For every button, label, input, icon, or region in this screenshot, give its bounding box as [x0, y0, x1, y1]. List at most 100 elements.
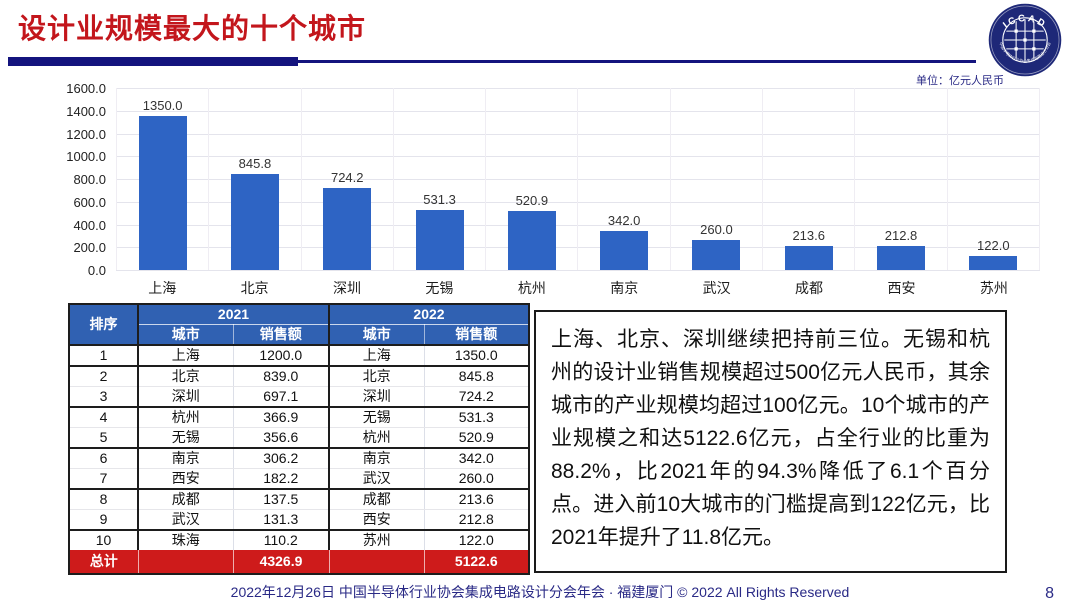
table-row: 3 深圳 697.1 深圳 724.2 [69, 386, 529, 408]
table-row: 7 西安 182.2 武汉 260.0 [69, 468, 529, 490]
y-axis: 1600.0 1400.0 1200.0 1000.0 800.0 600.0 400.0 2… [56, 81, 110, 278]
bar-column: 724.2 [302, 88, 394, 270]
x-axis-label: 深圳 [333, 280, 362, 296]
table-cell-city1: 武汉 [138, 509, 234, 531]
bar [507, 210, 556, 270]
bar [969, 256, 1018, 270]
x-axis-label: 苏州 [979, 280, 1008, 296]
y-tick-label: 200.0 [73, 240, 106, 256]
table-row: 1 上海 1200.0 上海 1350.0 [69, 345, 529, 367]
table-cell-city2: 上海 [329, 345, 425, 367]
title-underline-thick [8, 57, 298, 66]
table-row: 4 杭州 366.9 无锡 531.3 [69, 407, 529, 428]
bars-row: 1350.0 845.8 724.2 531.3 520.9 342.0 260.0 213.… [116, 88, 1040, 270]
x-axis-label: 南京 [610, 280, 639, 296]
bar-column: 212.8 [855, 88, 948, 270]
table-cell-sales2: 342.0 [424, 448, 529, 469]
bar-value-label: 520.9 [515, 192, 549, 208]
bar-value-label: 724.2 [330, 169, 364, 185]
table-cell-sales2: 213.6 [424, 489, 529, 510]
table-cell-city2: 苏州 [329, 530, 425, 550]
total-label: 总计 [69, 550, 139, 574]
table-cell-sales1: 137.5 [233, 489, 330, 510]
table-cell-rank: 3 [69, 386, 139, 408]
y-tick-label: 1600.0 [66, 81, 106, 96]
table-cell-city2: 杭州 [329, 427, 425, 449]
table-cell-sales2: 845.8 [424, 366, 529, 387]
table-cell-city2: 无锡 [329, 407, 425, 428]
bar-value-label: 212.8 [884, 227, 918, 243]
table-cell-sales1: 366.9 [233, 407, 330, 428]
table-row: 10 珠海 110.2 苏州 122.0 [69, 530, 529, 550]
bar-column: 1350.0 [116, 88, 210, 270]
table-cell-city2: 西安 [329, 509, 425, 531]
bar-chart: 1600.0 1400.0 1200.0 1000.0 800.0 600.0 400.0 2… [56, 81, 1040, 303]
bar [323, 187, 372, 270]
table-cell-rank: 2 [69, 366, 139, 387]
table-cell-city1: 北京 [138, 366, 234, 387]
x-axis-label: 武汉 [702, 280, 731, 296]
header-city-2022: 城市 [329, 324, 425, 346]
table-row: 8 成都 137.5 成都 213.6 [69, 489, 529, 510]
y-tick-label: 1200.0 [66, 126, 106, 142]
table-cell-sales2: 212.8 [424, 509, 529, 531]
table-row: 5 无锡 356.6 杭州 520.9 [69, 427, 529, 449]
table-cell-city1: 珠海 [138, 530, 234, 550]
table-cell-city2: 深圳 [329, 386, 425, 408]
y-tick-label: 0.0 [87, 263, 106, 278]
x-axis-label: 上海 [148, 280, 177, 296]
y-tick-label: 800.0 [73, 172, 106, 187]
gridline [116, 270, 1040, 271]
y-tick-label: 600.0 [73, 194, 106, 210]
header-year-2022: 2022 [329, 304, 529, 325]
bar-value-label: 260.0 [700, 222, 733, 238]
table-cell-rank: 9 [69, 509, 139, 531]
table-cell-rank: 7 [69, 468, 139, 490]
bar-column: 213.6 [763, 88, 856, 270]
total-empty-1 [138, 550, 234, 574]
table-cell-sales1: 306.2 [233, 448, 330, 469]
x-axis-label: 北京 [240, 280, 269, 296]
table-cell-city2: 南京 [329, 448, 425, 469]
bar-column: 342.0 [578, 88, 671, 270]
bar-column: 531.3 [394, 88, 487, 270]
table-cell-sales2: 531.3 [424, 407, 529, 428]
table-cell-rank: 5 [69, 427, 139, 449]
iccad-logo-icon: ICCAD 中国半导体行业协会集成电路设计分会 [988, 3, 1062, 77]
bar [415, 209, 464, 270]
total-row: 总计 4326.9 5122.6 [69, 550, 529, 574]
city-ranking-table: 排序 2021 2022 城市 销售额 城市 销售额 1 上海 1200.0 上海 13… [68, 303, 530, 575]
table-cell-city2: 武汉 [329, 468, 425, 490]
table-footer: 总计 4326.9 5122.6 [69, 550, 529, 574]
table-cell-sales2: 1350.0 [424, 345, 529, 367]
table-cell-city1: 成都 [138, 489, 234, 510]
bar-value-label: 845.8 [238, 155, 272, 171]
table-cell-sales1: 697.1 [233, 386, 330, 408]
total-empty-2 [329, 550, 425, 574]
table-cell-sales2: 122.0 [458, 532, 494, 548]
x-axis-label: 西安 [887, 280, 916, 296]
page-title: 设计业规模最大的十个城市 [18, 13, 367, 44]
table-cell-sales1: 356.6 [233, 427, 330, 449]
table-cell-city1: 深圳 [138, 386, 234, 408]
bar-column: 520.9 [486, 88, 579, 270]
table-header: 排序 2021 2022 城市 销售额 城市 销售额 [69, 304, 529, 346]
table-row: 6 南京 306.2 南京 342.0 [69, 448, 529, 469]
header-sales-2021: 销售额 [233, 324, 330, 346]
y-tick-label: 1000.0 [66, 149, 106, 165]
table-body: 1 上海 1200.0 上海 1350.0 2 北京 839.0 北京 845.8 3 深圳 697.1… [69, 345, 529, 550]
bar [230, 173, 279, 270]
y-tick-label: 400.0 [73, 217, 106, 233]
table-cell-sales2: 260.0 [424, 468, 529, 490]
table-cell-city2: 北京 [329, 366, 425, 387]
table-cell-city1: 西安 [138, 468, 234, 490]
y-tick-label: 1400.0 [66, 103, 106, 119]
table-cell-sales2: 520.9 [424, 427, 529, 449]
x-axis-label: 杭州 [517, 280, 546, 296]
table-cell-city1: 上海 [138, 345, 234, 367]
commentary-box: 上海、北京、深圳继续把持前三位。无锡和杭州的设计业销售规模超过500亿元人民币，… [534, 310, 1007, 573]
header-year-2021: 2021 [138, 304, 330, 325]
bar-column: 122.0 [948, 88, 1040, 270]
table-cell-rank: 8 [69, 489, 139, 510]
table-cell-sales1: 1200.0 [233, 345, 330, 367]
